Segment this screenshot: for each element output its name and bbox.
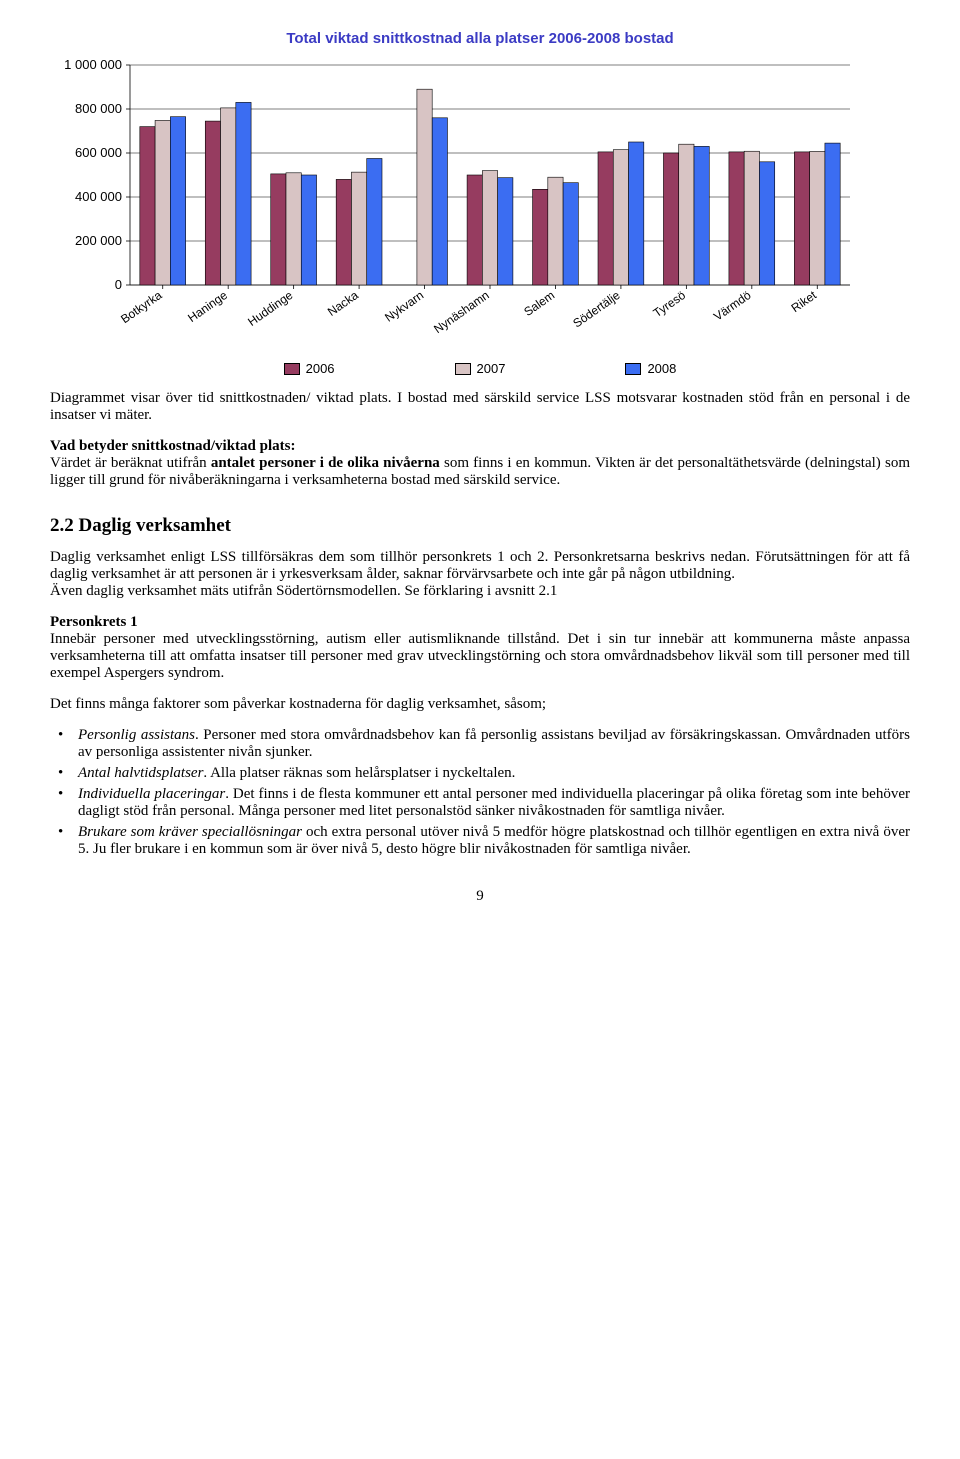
svg-text:400 000: 400 000 bbox=[75, 189, 122, 204]
svg-text:Värmdö: Värmdö bbox=[711, 288, 754, 324]
svg-text:1 000 000: 1 000 000 bbox=[64, 57, 122, 72]
legend-swatch bbox=[625, 363, 641, 375]
legend-swatch bbox=[284, 363, 300, 375]
svg-text:Riket: Riket bbox=[789, 288, 820, 316]
svg-text:800 000: 800 000 bbox=[75, 101, 122, 116]
svg-text:200 000: 200 000 bbox=[75, 233, 122, 248]
paragraph-factors-lead: Det finns många faktorer som påverkar ko… bbox=[50, 696, 910, 713]
svg-text:0: 0 bbox=[115, 277, 122, 292]
pk1-body: Innebär personer med utvecklingsstörning… bbox=[50, 631, 910, 681]
list-item: Antal halvtidsplatser. Alla platser räkn… bbox=[50, 765, 910, 782]
legend-label: 2006 bbox=[306, 361, 335, 376]
pk1-lead: Personkrets 1 bbox=[50, 614, 138, 630]
svg-text:Botkyrka: Botkyrka bbox=[118, 288, 165, 326]
legend-item: 2008 bbox=[625, 361, 676, 376]
svg-text:Haninge: Haninge bbox=[185, 288, 230, 325]
legend-label: 2007 bbox=[477, 361, 506, 376]
svg-text:Nacka: Nacka bbox=[325, 288, 361, 319]
page-number: 9 bbox=[50, 888, 910, 905]
def-body1: Värdet är beräknat utifrån bbox=[50, 455, 211, 471]
svg-text:Nykvarn: Nykvarn bbox=[382, 288, 426, 325]
legend-item: 2007 bbox=[455, 361, 506, 376]
svg-text:Södertälje: Södertälje bbox=[570, 288, 623, 331]
paragraph-pk1: Personkrets 1 Innebär personer med utvec… bbox=[50, 614, 910, 682]
factor-name: Antal halvtidsplatser bbox=[78, 765, 203, 781]
list-item: Personlig assistans. Personer med stora … bbox=[50, 727, 910, 761]
factor-name: Individuella placeringar bbox=[78, 786, 225, 802]
dv1-text2: Även daglig verksamhet mäts utifrån Söde… bbox=[50, 583, 557, 599]
chart-container: 0 200 000 400 000 600 000 800 000 1 000 000 Bo… bbox=[50, 55, 910, 355]
list-item: Brukare som kräver speciallösningar och … bbox=[50, 824, 910, 858]
svg-text:Nynäshamn: Nynäshamn bbox=[431, 288, 491, 336]
paragraph-dv1: Daglig verksamhet enligt LSS tillförsäkr… bbox=[50, 549, 910, 600]
list-item: Individuella placeringar. Det finns i de… bbox=[50, 786, 910, 820]
factor-text: . Personer med stora omvårdnadsbehov kan… bbox=[78, 727, 910, 760]
legend-swatch bbox=[455, 363, 471, 375]
factor-name: Brukare som kräver speciallösningar bbox=[78, 824, 302, 840]
svg-text:600 000: 600 000 bbox=[75, 145, 122, 160]
dv1-text: Daglig verksamhet enligt LSS tillförsäkr… bbox=[50, 549, 910, 582]
svg-text:Huddinge: Huddinge bbox=[245, 288, 295, 329]
legend-label: 2008 bbox=[647, 361, 676, 376]
factor-name: Personlig assistans bbox=[78, 727, 195, 743]
paragraph-definition: Vad betyder snittkostnad/viktad plats: V… bbox=[50, 438, 910, 489]
def-lead: Vad betyder snittkostnad/viktad plats: bbox=[50, 438, 295, 454]
factors-list: Personlig assistans. Personer med stora … bbox=[50, 727, 910, 858]
svg-text:Salem: Salem bbox=[521, 288, 557, 319]
svg-text:Tyresö: Tyresö bbox=[651, 288, 689, 320]
paragraph-intro: Diagrammet visar över tid snittkostnaden… bbox=[50, 390, 910, 424]
bar-chart: 0 200 000 400 000 600 000 800 000 1 000 000 Bo… bbox=[50, 55, 870, 355]
factor-text: . Alla platser räknas som helårsplatser … bbox=[203, 765, 515, 781]
def-bold: antalet personer i de olika nivåerna bbox=[211, 455, 440, 471]
section-heading: 2.2 Daglig verksamhet bbox=[50, 515, 910, 537]
legend-item: 2006 bbox=[284, 361, 335, 376]
chart-title: Total viktad snittkostnad alla platser 2… bbox=[50, 30, 910, 47]
chart-legend: 2006 2007 2008 bbox=[50, 361, 910, 376]
